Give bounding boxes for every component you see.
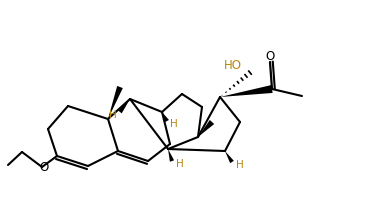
Polygon shape (198, 120, 214, 137)
Text: H: H (236, 159, 244, 169)
Text: H: H (170, 118, 178, 128)
Polygon shape (162, 112, 169, 122)
Text: HO: HO (224, 59, 242, 72)
Polygon shape (108, 86, 123, 119)
Polygon shape (220, 86, 273, 98)
Polygon shape (168, 149, 174, 162)
Text: H: H (176, 158, 184, 168)
Text: H: H (109, 110, 117, 119)
Text: O: O (265, 50, 275, 63)
Text: O: O (39, 161, 49, 174)
Polygon shape (118, 100, 130, 114)
Polygon shape (225, 151, 234, 163)
